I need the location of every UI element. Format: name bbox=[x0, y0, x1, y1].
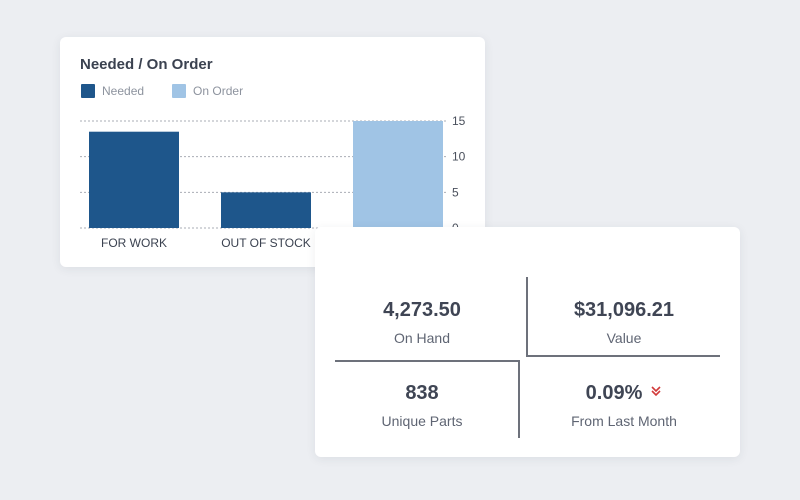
x-tick-label: OUT OF STOCK bbox=[221, 236, 311, 250]
stat-unique-parts: 838 Unique Parts bbox=[327, 382, 517, 429]
stat-from-last-month: 0.09% From Last Month bbox=[529, 382, 719, 429]
needed-on-order-card: Needed / On Order Needed On Order 051015… bbox=[60, 37, 485, 267]
legend-swatch-on-order bbox=[172, 84, 187, 98]
stat-on-hand: 4,273.50 On Hand bbox=[327, 299, 517, 346]
stat-value-label: Value bbox=[606, 330, 642, 346]
legend-swatch-needed bbox=[81, 84, 95, 98]
stat-unique-parts-value: 838 bbox=[405, 382, 439, 404]
chart-legend: Needed On Order bbox=[81, 84, 243, 98]
stat-on-hand-label: On Hand bbox=[393, 330, 451, 346]
x-tick-label: FOR WORK bbox=[101, 236, 167, 250]
bar bbox=[353, 121, 443, 228]
divider-horizontal-left bbox=[335, 360, 520, 362]
stat-on-hand-value: 4,273.50 bbox=[383, 299, 461, 321]
stat-value: $31,096.21 Value bbox=[529, 299, 719, 346]
legend-label-needed: Needed bbox=[102, 84, 145, 98]
divider-vertical-bottom bbox=[518, 360, 520, 438]
divider-vertical-top bbox=[526, 277, 528, 357]
legend-item-needed: Needed bbox=[81, 84, 144, 98]
legend-label-on-order: On Order bbox=[193, 84, 244, 98]
double-chevron-down-icon bbox=[650, 385, 662, 400]
stat-unique-parts-label: Unique Parts bbox=[381, 413, 463, 429]
stat-value-amount: $31,096.21 bbox=[573, 299, 675, 321]
divider-horizontal-right bbox=[527, 355, 720, 357]
stat-from-last-month-label: From Last Month bbox=[571, 413, 677, 429]
stat-from-last-month-value: 0.09% bbox=[585, 382, 643, 404]
y-tick-label: 10 bbox=[452, 150, 466, 164]
bar bbox=[221, 192, 311, 228]
inventory-stats-card: 4,273.50 On Hand $31,096.21 Value 838 Un… bbox=[315, 227, 740, 457]
y-tick-label: 5 bbox=[452, 185, 459, 199]
y-tick-label: 15 bbox=[452, 114, 466, 128]
chart-title: Needed / On Order bbox=[80, 56, 213, 73]
bar bbox=[89, 131, 179, 228]
stat-from-last-month-row: 0.09% bbox=[529, 382, 719, 405]
legend-item-on-order: On Order bbox=[172, 84, 243, 98]
